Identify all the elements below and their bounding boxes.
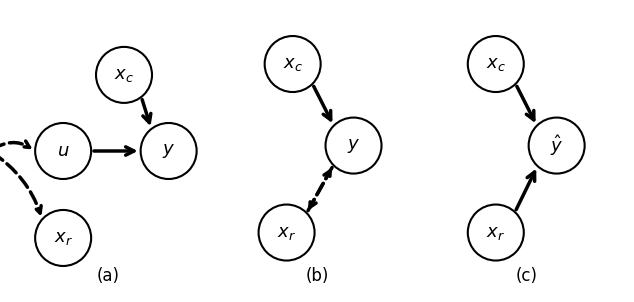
Text: $x_c$: $x_c$ bbox=[486, 55, 506, 73]
Ellipse shape bbox=[96, 47, 152, 103]
Text: $x_c$: $x_c$ bbox=[114, 66, 134, 84]
Text: (b): (b) bbox=[306, 267, 328, 285]
Text: (c): (c) bbox=[515, 267, 537, 285]
FancyArrowPatch shape bbox=[310, 168, 332, 207]
Ellipse shape bbox=[264, 36, 321, 92]
Ellipse shape bbox=[259, 204, 314, 261]
Text: (a): (a) bbox=[96, 267, 119, 285]
Text: $x_r$: $x_r$ bbox=[277, 223, 296, 242]
Text: $x_r$: $x_r$ bbox=[486, 223, 505, 242]
Text: $y$: $y$ bbox=[347, 137, 360, 155]
Ellipse shape bbox=[325, 117, 382, 174]
Ellipse shape bbox=[468, 204, 524, 261]
Ellipse shape bbox=[35, 123, 91, 179]
Ellipse shape bbox=[141, 123, 197, 179]
Text: $u$: $u$ bbox=[57, 142, 70, 160]
FancyArrowPatch shape bbox=[517, 86, 534, 120]
FancyArrowPatch shape bbox=[314, 86, 331, 120]
Text: $x_r$: $x_r$ bbox=[54, 229, 73, 247]
Text: $x_c$: $x_c$ bbox=[283, 55, 302, 73]
FancyArrowPatch shape bbox=[516, 172, 534, 210]
Text: $\hat{y}$: $\hat{y}$ bbox=[550, 133, 563, 158]
Ellipse shape bbox=[468, 36, 524, 92]
Ellipse shape bbox=[35, 210, 91, 266]
Text: $y$: $y$ bbox=[162, 142, 175, 160]
FancyArrowPatch shape bbox=[142, 100, 151, 123]
Ellipse shape bbox=[529, 117, 585, 174]
FancyArrowPatch shape bbox=[308, 171, 330, 210]
FancyArrowPatch shape bbox=[0, 153, 41, 213]
FancyArrowPatch shape bbox=[94, 147, 134, 155]
FancyArrowPatch shape bbox=[0, 141, 30, 149]
